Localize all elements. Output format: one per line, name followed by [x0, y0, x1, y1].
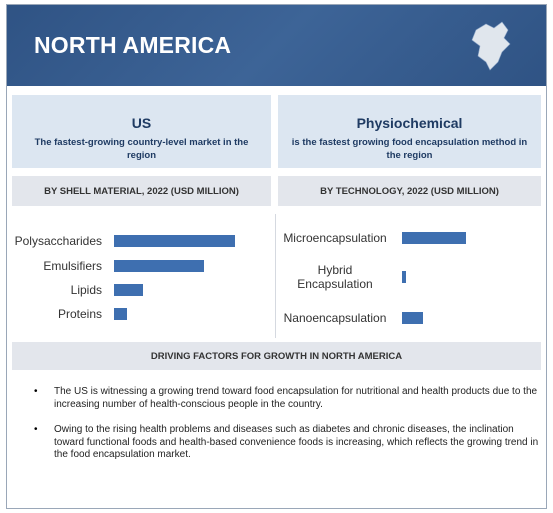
highlight-box: Physiochemical is the fastest growing fo…	[278, 95, 541, 168]
bar	[114, 308, 127, 320]
chart-title: BY SHELL MATERIAL, 2022 (USD MILLION)	[12, 176, 271, 206]
bullet-text: The US is witnessing a growing trend tow…	[54, 386, 538, 410]
bar-label: Nanoencapsulation	[283, 311, 387, 325]
bar-label: Proteins	[57, 307, 102, 321]
map-icon	[471, 21, 511, 71]
highlight-text: The fastest-growing country-level market…	[34, 137, 249, 161]
bar	[402, 232, 466, 244]
frame	[6, 4, 547, 509]
section-title: DRIVING FACTORS FOR GROWTH IN NORTH AMER…	[12, 342, 541, 370]
bar	[402, 271, 406, 283]
bullet-text: Owing to the rising health problems and …	[54, 424, 539, 460]
bar	[114, 235, 235, 247]
bar-label: Hybrid Encapsulation	[297, 263, 373, 291]
bar-label: Lipids	[70, 283, 102, 297]
highlight-box: US The fastest-growing country-level mar…	[12, 95, 271, 168]
divider	[275, 214, 276, 338]
bar-label: Emulsifiers	[43, 259, 102, 273]
header-band	[6, 4, 547, 86]
bullet: •	[34, 386, 38, 397]
chart-title: BY TECHNOLOGY, 2022 (USD MILLION)	[278, 176, 541, 206]
bar-label: Microencapsulation	[283, 231, 387, 245]
bar-label: Polysaccharides	[14, 234, 102, 248]
highlight-heading: US	[131, 115, 152, 131]
bar	[114, 260, 204, 272]
highlight-text: is the fastest growing food encapsulatio…	[291, 137, 528, 161]
highlight-heading: Physiochemical	[356, 115, 463, 131]
bar	[114, 284, 143, 296]
bullet: •	[34, 424, 38, 435]
page-title: NORTH AMERICA	[34, 32, 232, 58]
bar	[402, 312, 423, 324]
